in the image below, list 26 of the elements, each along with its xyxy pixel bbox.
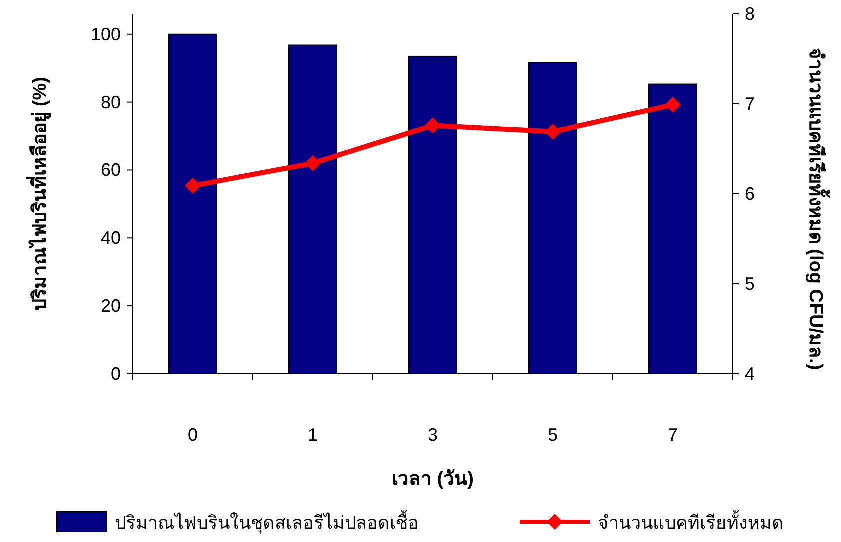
x-tick-label: 5 [548, 425, 558, 445]
legend-label: จำนวนแบคทีเรียทั้งหมด [598, 510, 784, 533]
point [305, 155, 321, 172]
y-tick-label: 40 [100, 228, 121, 248]
point [185, 178, 201, 194]
x-tick-label: 1 [308, 425, 318, 445]
y-tick-label: 80 [100, 92, 121, 112]
y2-tick-label: 6 [745, 184, 756, 204]
legend-label: ปริมาณไฟบรินในชุดสเลอรีไม่ปลอดเชื้อ [115, 510, 419, 534]
y2-tick-label: 7 [745, 94, 756, 114]
y-axis-title: ปริมาณไฟบรินที่เหลืออยู่ (%) [26, 77, 52, 311]
y-tick-label: 60 [100, 160, 121, 180]
y2-tick-label: 8 [745, 4, 756, 24]
point [665, 96, 681, 113]
x-tick-label: 0 [188, 425, 198, 445]
y-tick-label: 20 [100, 296, 121, 316]
x-axis-title: เวลา (วัน) [392, 469, 474, 490]
y2-tick-label: 5 [745, 274, 756, 294]
y2-tick-label: 4 [745, 364, 756, 384]
x-tick-label: 7 [668, 425, 678, 445]
x-tick-label: 3 [428, 425, 438, 445]
y-tick-label: 0 [110, 364, 121, 384]
point [545, 124, 561, 140]
y-tick-label: 100 [90, 24, 121, 44]
point [425, 118, 441, 134]
y2-axis-title: จำนวนแบคทีเรียทั้งหมด (log CFU/มล.) [805, 48, 831, 370]
